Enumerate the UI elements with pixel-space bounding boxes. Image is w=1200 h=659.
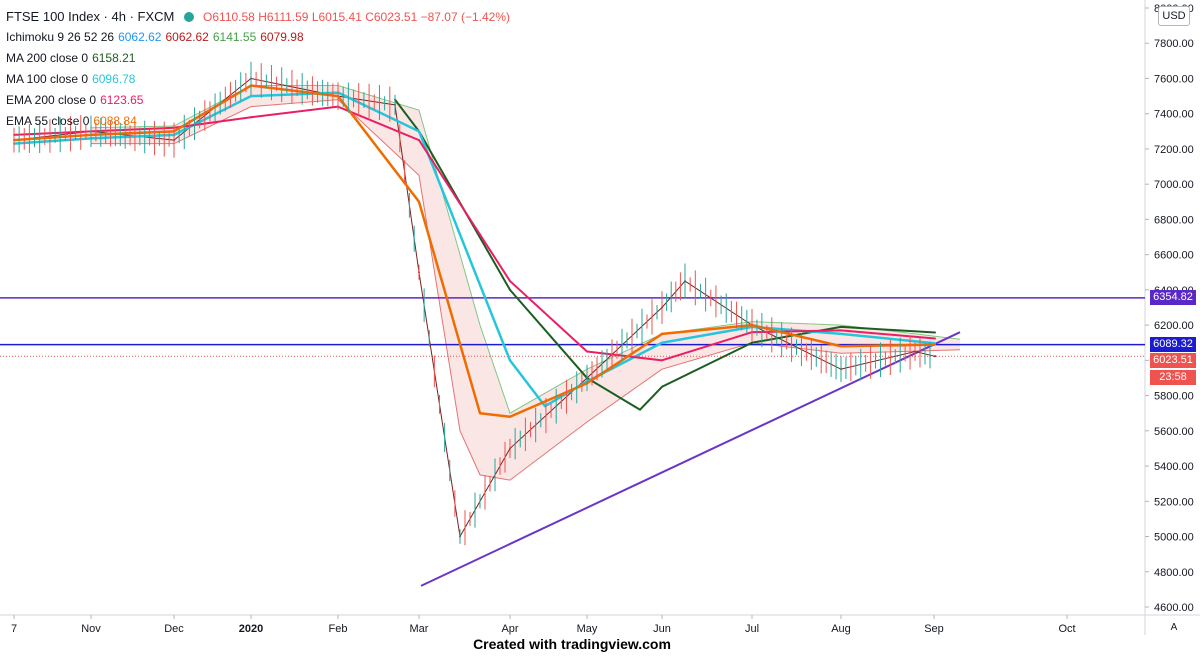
legend-indicator-row[interactable]: MA 100 close 0 6096.78 <box>6 69 510 90</box>
lower-level-tag: 6089.32 <box>1150 337 1196 352</box>
indicator-value: 6079.98 <box>260 30 304 44</box>
currency-button[interactable]: USD <box>1158 6 1190 26</box>
countdown-tag: 23:58 <box>1150 370 1196 385</box>
ohlc-close: C6023.51 <box>365 10 418 24</box>
series-point <box>840 345 842 348</box>
indicator-label: EMA 55 close 0 <box>6 114 90 128</box>
y-tick-label: 6600.00 <box>1154 250 1194 262</box>
series-point <box>751 341 753 344</box>
y-tick-label: 7000.00 <box>1154 179 1194 191</box>
series-point <box>509 288 511 291</box>
series-point <box>661 341 663 344</box>
ohlc-high: H6111.59 <box>258 10 309 24</box>
indicator-value: 6141.55 <box>212 30 257 44</box>
ohlc-change: −87.07 (−1.42%) <box>420 10 511 24</box>
x-tick-label: Dec <box>164 623 184 635</box>
indicator-label: MA 100 close 0 <box>6 72 89 86</box>
y-tick-label: 5400.00 <box>1154 461 1194 473</box>
legend-indicator-row[interactable]: Ichimoku 9 26 52 26 6062.62 6062.62 6141.55… <box>6 27 510 48</box>
series-point <box>639 408 641 411</box>
x-tick-label: May <box>577 623 598 635</box>
series-point <box>479 412 481 415</box>
indicator-value: 6096.78 <box>92 72 136 86</box>
series-point <box>586 350 588 353</box>
y-tick-label: 5000.00 <box>1154 532 1194 544</box>
series-point <box>840 325 842 328</box>
series-point <box>934 343 936 346</box>
series-point <box>418 130 420 133</box>
ohlc-low: L6015.41 <box>311 10 362 24</box>
legend-indicator-row[interactable]: EMA 55 close 0 6088.84 <box>6 111 510 132</box>
series-point <box>661 385 663 388</box>
y-tick-label: 4800.00 <box>1154 567 1194 579</box>
y-tick-label: 5200.00 <box>1154 496 1194 508</box>
series-point <box>418 139 420 142</box>
upper-level-tag: 6354.82 <box>1150 290 1196 305</box>
status-dot-icon <box>183 12 194 22</box>
x-tick-label: Sep <box>924 623 944 635</box>
footer-credit: Created with tradingview.com <box>473 636 671 652</box>
ichimoku-cloud <box>91 85 960 481</box>
series-point <box>661 332 663 335</box>
x-tick-label: Oct <box>1058 623 1075 635</box>
series-point <box>418 200 420 203</box>
indicator-value: 6062.62 <box>165 30 209 44</box>
series-point <box>661 359 663 362</box>
series-point <box>250 116 252 119</box>
indicator-value: 6123.65 <box>100 93 144 107</box>
series-point <box>934 355 936 358</box>
last-price-tag: 6023.51 <box>1150 353 1196 368</box>
x-tick-label: Jul <box>745 623 759 635</box>
series-point <box>840 332 842 335</box>
indicator-label: MA 200 close 0 <box>6 51 89 65</box>
x-tick-label: 2020 <box>239 623 263 635</box>
y-tick-label: 7600.00 <box>1154 73 1194 85</box>
indicator-label: EMA 200 close 0 <box>6 93 97 107</box>
y-tick-label: 6800.00 <box>1154 214 1194 226</box>
y-tick-label: 7400.00 <box>1154 109 1194 121</box>
symbol-title: FTSE 100 Index · 4h · FXCM <box>6 9 175 24</box>
x-tick-label: Jun <box>653 623 671 635</box>
series-point <box>840 329 842 332</box>
series-point <box>934 331 936 334</box>
x-tick-label: Feb <box>329 623 348 635</box>
legend-indicator-row[interactable]: EMA 200 close 0 6123.65 <box>6 90 510 111</box>
series-point <box>509 280 511 283</box>
indicator-value: 6088.84 <box>93 114 137 128</box>
series-point <box>509 415 511 418</box>
x-tick-label: Apr <box>501 623 518 635</box>
y-tick-label: 5800.00 <box>1154 391 1194 403</box>
series-point <box>934 337 936 340</box>
indicator-value: 6062.62 <box>118 30 162 44</box>
indicator-label: Ichimoku 9 26 52 26 <box>6 30 115 44</box>
x-tick-label: Nov <box>81 623 101 635</box>
series-point <box>509 359 511 362</box>
y-tick-label: 5600.00 <box>1154 426 1194 438</box>
legend-title-row: FTSE 100 Index · 4h · FXCM O6110.58 H611… <box>6 6 510 27</box>
x-tick-label: Mar <box>410 623 429 635</box>
y-tick-label: 7800.00 <box>1154 38 1194 50</box>
legend-indicator-row[interactable]: MA 200 close 0 6158.21 <box>6 48 510 69</box>
indicator-value: 6158.21 <box>92 51 136 65</box>
x-tick-label: Aug <box>831 623 851 635</box>
y-tick-label: 4600.00 <box>1154 602 1194 614</box>
chart-legend: FTSE 100 Index · 4h · FXCM O6110.58 H611… <box>6 6 510 132</box>
series-point <box>250 95 252 98</box>
auto-scale-button[interactable]: A <box>1170 622 1178 633</box>
ohlc-open: O6110.58 <box>203 10 255 24</box>
y-tick-label: 7200.00 <box>1154 144 1194 156</box>
y-tick-label: 6200.00 <box>1154 320 1194 332</box>
x-tick-label: 7 <box>11 623 17 635</box>
